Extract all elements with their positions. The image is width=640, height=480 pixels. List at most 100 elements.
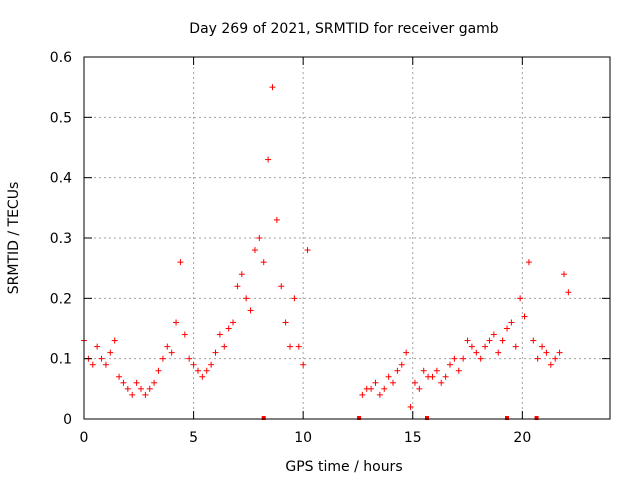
- data-point: [372, 379, 379, 386]
- y-tick-label: 0.2: [50, 291, 72, 307]
- data-point: [89, 361, 96, 368]
- data-point: [503, 325, 510, 332]
- data-point: [212, 349, 219, 356]
- data-point: [173, 319, 180, 326]
- data-point: [155, 367, 162, 374]
- data-point: [98, 355, 105, 362]
- data-point: [102, 361, 109, 368]
- y-tick-labels: 0 0.1 0.2 0.3 0.4 0.5 0.6: [50, 50, 72, 428]
- data-point: [133, 379, 140, 386]
- data-point: [124, 385, 131, 392]
- data-point: [291, 295, 298, 302]
- data-point: [543, 349, 550, 356]
- data-point: [194, 367, 201, 374]
- data-point: [539, 343, 546, 350]
- data-point: [451, 355, 458, 362]
- x-tick-label: 0: [80, 430, 89, 446]
- data-point: [186, 355, 193, 362]
- data-point: [282, 319, 289, 326]
- data-point: [534, 355, 541, 362]
- data-point: [190, 361, 197, 368]
- data-point: [547, 361, 554, 368]
- y-tick-label: 0.6: [50, 50, 72, 66]
- data-point: [525, 259, 532, 266]
- data-point: [381, 385, 388, 392]
- data-point: [477, 355, 484, 362]
- y-tick-label: 0: [63, 412, 72, 428]
- data-point: [111, 337, 118, 344]
- data-point: [442, 373, 449, 380]
- data-gap-markers: [261, 416, 539, 420]
- x-tick-label: 5: [189, 430, 198, 446]
- y-tick-label: 0.3: [50, 231, 72, 247]
- data-point: [407, 403, 414, 410]
- data-point: [416, 385, 423, 392]
- data-point: [251, 247, 258, 254]
- data-point: [420, 367, 427, 374]
- data-point: [230, 319, 237, 326]
- data-point: [181, 331, 188, 338]
- chart-title: Day 269 of 2021, SRMTID for receiver gam…: [189, 21, 499, 37]
- data-point: [238, 271, 245, 278]
- data-point: [433, 367, 440, 374]
- data-point: [490, 331, 497, 338]
- data-point: [304, 247, 311, 254]
- data-point: [464, 337, 471, 344]
- data-point: [398, 361, 405, 368]
- data-point: [151, 379, 158, 386]
- y-tick-label: 0.4: [50, 171, 72, 187]
- data-point: [376, 391, 383, 398]
- grid-lines: [84, 57, 610, 419]
- data-point: [560, 271, 567, 278]
- data-point: [225, 325, 232, 332]
- data-points: [81, 84, 572, 410]
- gap-marker: [504, 416, 509, 420]
- y-tick-label: 0.5: [50, 110, 72, 126]
- data-point: [199, 373, 206, 380]
- y-tick-label: 0.1: [50, 352, 72, 368]
- data-point: [168, 349, 175, 356]
- data-point: [129, 391, 136, 398]
- gap-marker: [424, 416, 429, 420]
- data-point: [455, 367, 462, 374]
- data-point: [221, 343, 228, 350]
- data-point: [517, 295, 524, 302]
- data-point: [265, 156, 272, 163]
- data-point: [203, 367, 210, 374]
- data-point: [295, 343, 302, 350]
- data-point: [359, 391, 366, 398]
- data-point: [260, 259, 267, 266]
- data-point: [390, 379, 397, 386]
- data-point: [468, 343, 475, 350]
- x-tick-label: 20: [513, 430, 531, 446]
- data-point: [403, 349, 410, 356]
- data-point: [120, 379, 127, 386]
- data-point: [521, 313, 528, 320]
- data-point: [460, 355, 467, 362]
- data-point: [142, 391, 149, 398]
- data-point: [394, 367, 401, 374]
- data-point: [269, 84, 276, 91]
- data-point: [159, 355, 166, 362]
- data-point: [287, 343, 294, 350]
- data-point: [512, 343, 519, 350]
- data-point: [247, 307, 254, 314]
- data-point: [137, 385, 144, 392]
- data-point: [273, 216, 280, 223]
- data-point: [107, 349, 114, 356]
- data-point: [495, 349, 502, 356]
- data-point: [385, 373, 392, 380]
- data-point: [429, 373, 436, 380]
- data-point: [368, 385, 375, 392]
- x-tick-label: 15: [404, 430, 422, 446]
- gap-marker: [357, 416, 362, 420]
- x-tick-labels: 0 5 10 15 20: [80, 430, 532, 446]
- x-tick-label: 10: [294, 430, 312, 446]
- data-point: [208, 361, 215, 368]
- data-point: [565, 289, 572, 296]
- x-axis-label: GPS time / hours: [285, 459, 402, 475]
- data-point: [447, 361, 454, 368]
- gap-marker: [534, 416, 539, 420]
- y-axis-label: SRMTID / TECUs: [6, 182, 22, 295]
